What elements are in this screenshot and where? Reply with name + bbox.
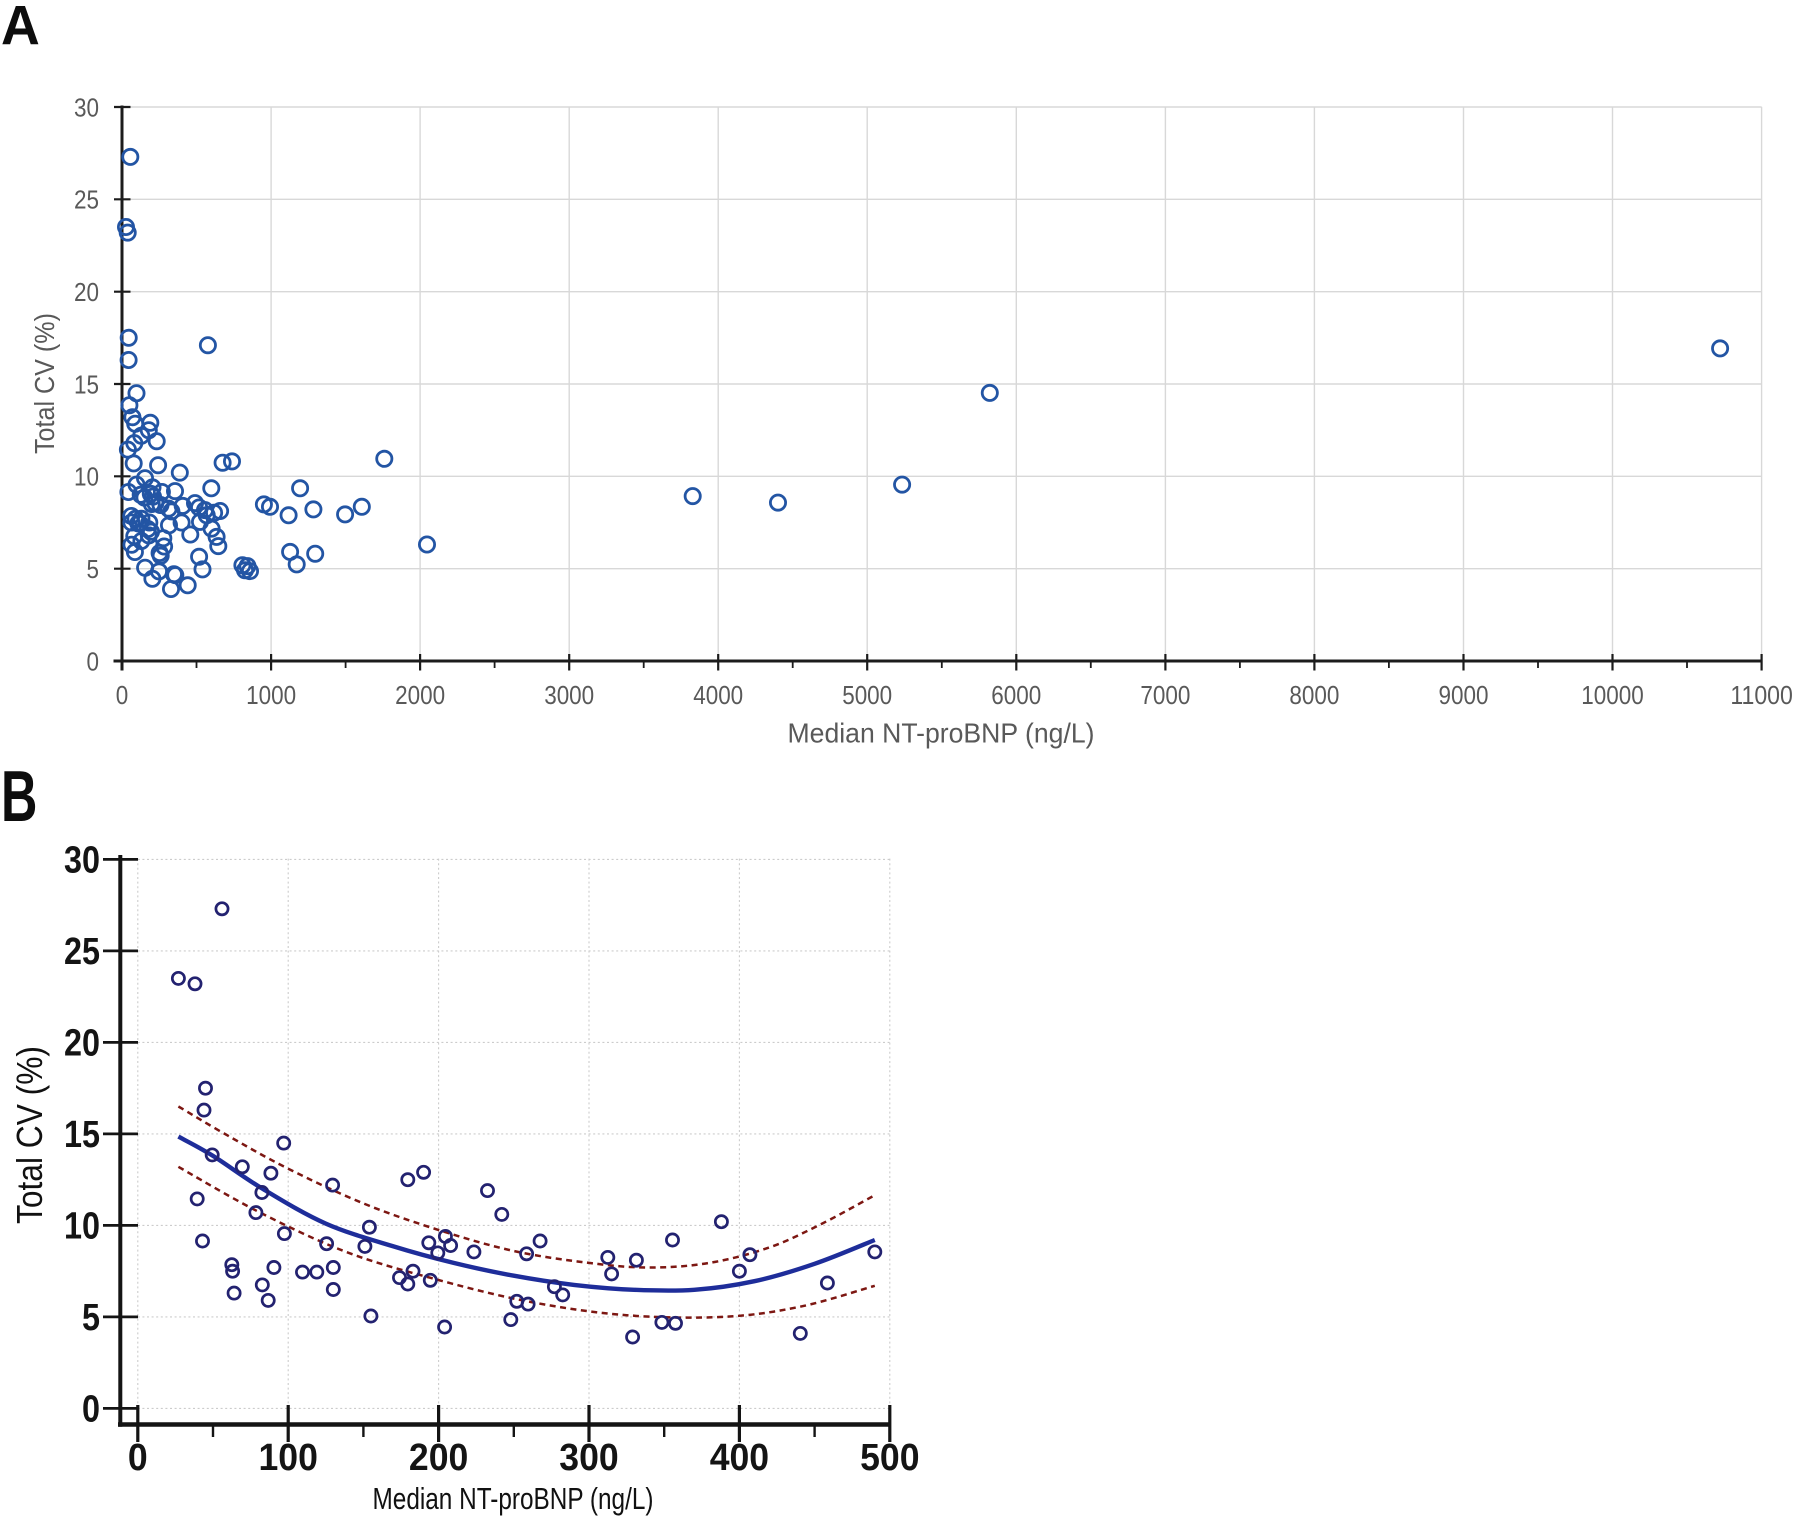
svg-text:8000: 8000 <box>1289 680 1339 710</box>
svg-text:5000: 5000 <box>842 680 892 710</box>
svg-text:15: 15 <box>64 1114 100 1156</box>
svg-text:6000: 6000 <box>991 680 1041 710</box>
svg-text:10: 10 <box>74 462 99 492</box>
svg-text:200: 200 <box>409 1437 468 1479</box>
svg-text:A: A <box>1 0 40 57</box>
svg-text:7000: 7000 <box>1140 680 1190 710</box>
svg-text:9000: 9000 <box>1439 680 1489 710</box>
svg-text:30: 30 <box>74 92 99 122</box>
svg-text:30: 30 <box>64 839 100 881</box>
svg-text:0: 0 <box>116 680 129 710</box>
svg-text:20: 20 <box>64 1022 100 1064</box>
svg-text:Median NT-proBNP (ng/L): Median NT-proBNP (ng/L) <box>373 1481 654 1516</box>
svg-text:100: 100 <box>259 1437 318 1479</box>
svg-text:0: 0 <box>128 1437 148 1479</box>
svg-text:Total CV (%): Total CV (%) <box>9 1046 50 1224</box>
svg-text:300: 300 <box>559 1437 618 1479</box>
svg-text:11000: 11000 <box>1730 680 1793 710</box>
svg-text:B: B <box>1 757 37 837</box>
svg-text:5: 5 <box>82 1297 100 1339</box>
svg-text:25: 25 <box>64 931 100 973</box>
svg-text:400: 400 <box>710 1437 769 1479</box>
svg-text:3000: 3000 <box>544 680 594 710</box>
svg-text:4000: 4000 <box>693 680 743 710</box>
svg-text:0: 0 <box>82 1388 100 1430</box>
svg-text:20: 20 <box>74 277 99 307</box>
svg-text:25: 25 <box>74 185 99 215</box>
svg-text:5: 5 <box>87 554 100 584</box>
svg-text:10000: 10000 <box>1581 680 1644 710</box>
svg-text:Median NT-proBNP (ng/L): Median NT-proBNP (ng/L) <box>788 718 1095 749</box>
svg-text:15: 15 <box>74 369 99 399</box>
svg-text:500: 500 <box>860 1437 919 1479</box>
svg-text:2000: 2000 <box>395 680 445 710</box>
svg-text:1000: 1000 <box>246 680 296 710</box>
svg-text:0: 0 <box>87 646 100 676</box>
svg-text:10: 10 <box>64 1205 100 1247</box>
svg-text:Total CV (%): Total CV (%) <box>29 313 60 454</box>
